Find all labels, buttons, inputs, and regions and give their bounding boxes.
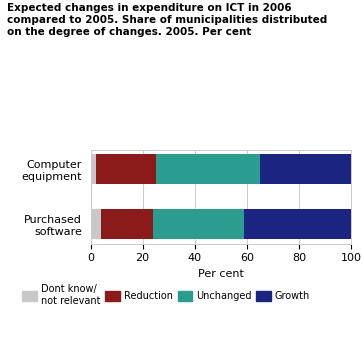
Bar xyxy=(156,154,260,184)
Bar xyxy=(96,154,156,184)
Bar xyxy=(101,209,153,239)
Bar xyxy=(260,154,351,184)
Bar xyxy=(153,209,244,239)
Text: Expected changes in expenditure on ICT in 2006
compared to 2005. Share of munici: Expected changes in expenditure on ICT i… xyxy=(7,3,328,37)
Bar xyxy=(90,154,96,184)
Bar xyxy=(244,209,351,239)
X-axis label: Per cent: Per cent xyxy=(198,269,244,279)
Bar xyxy=(90,209,101,239)
Legend: Dont know/
not relevant, Reduction, Unchanged, Growth: Dont know/ not relevant, Reduction, Unch… xyxy=(22,284,310,306)
